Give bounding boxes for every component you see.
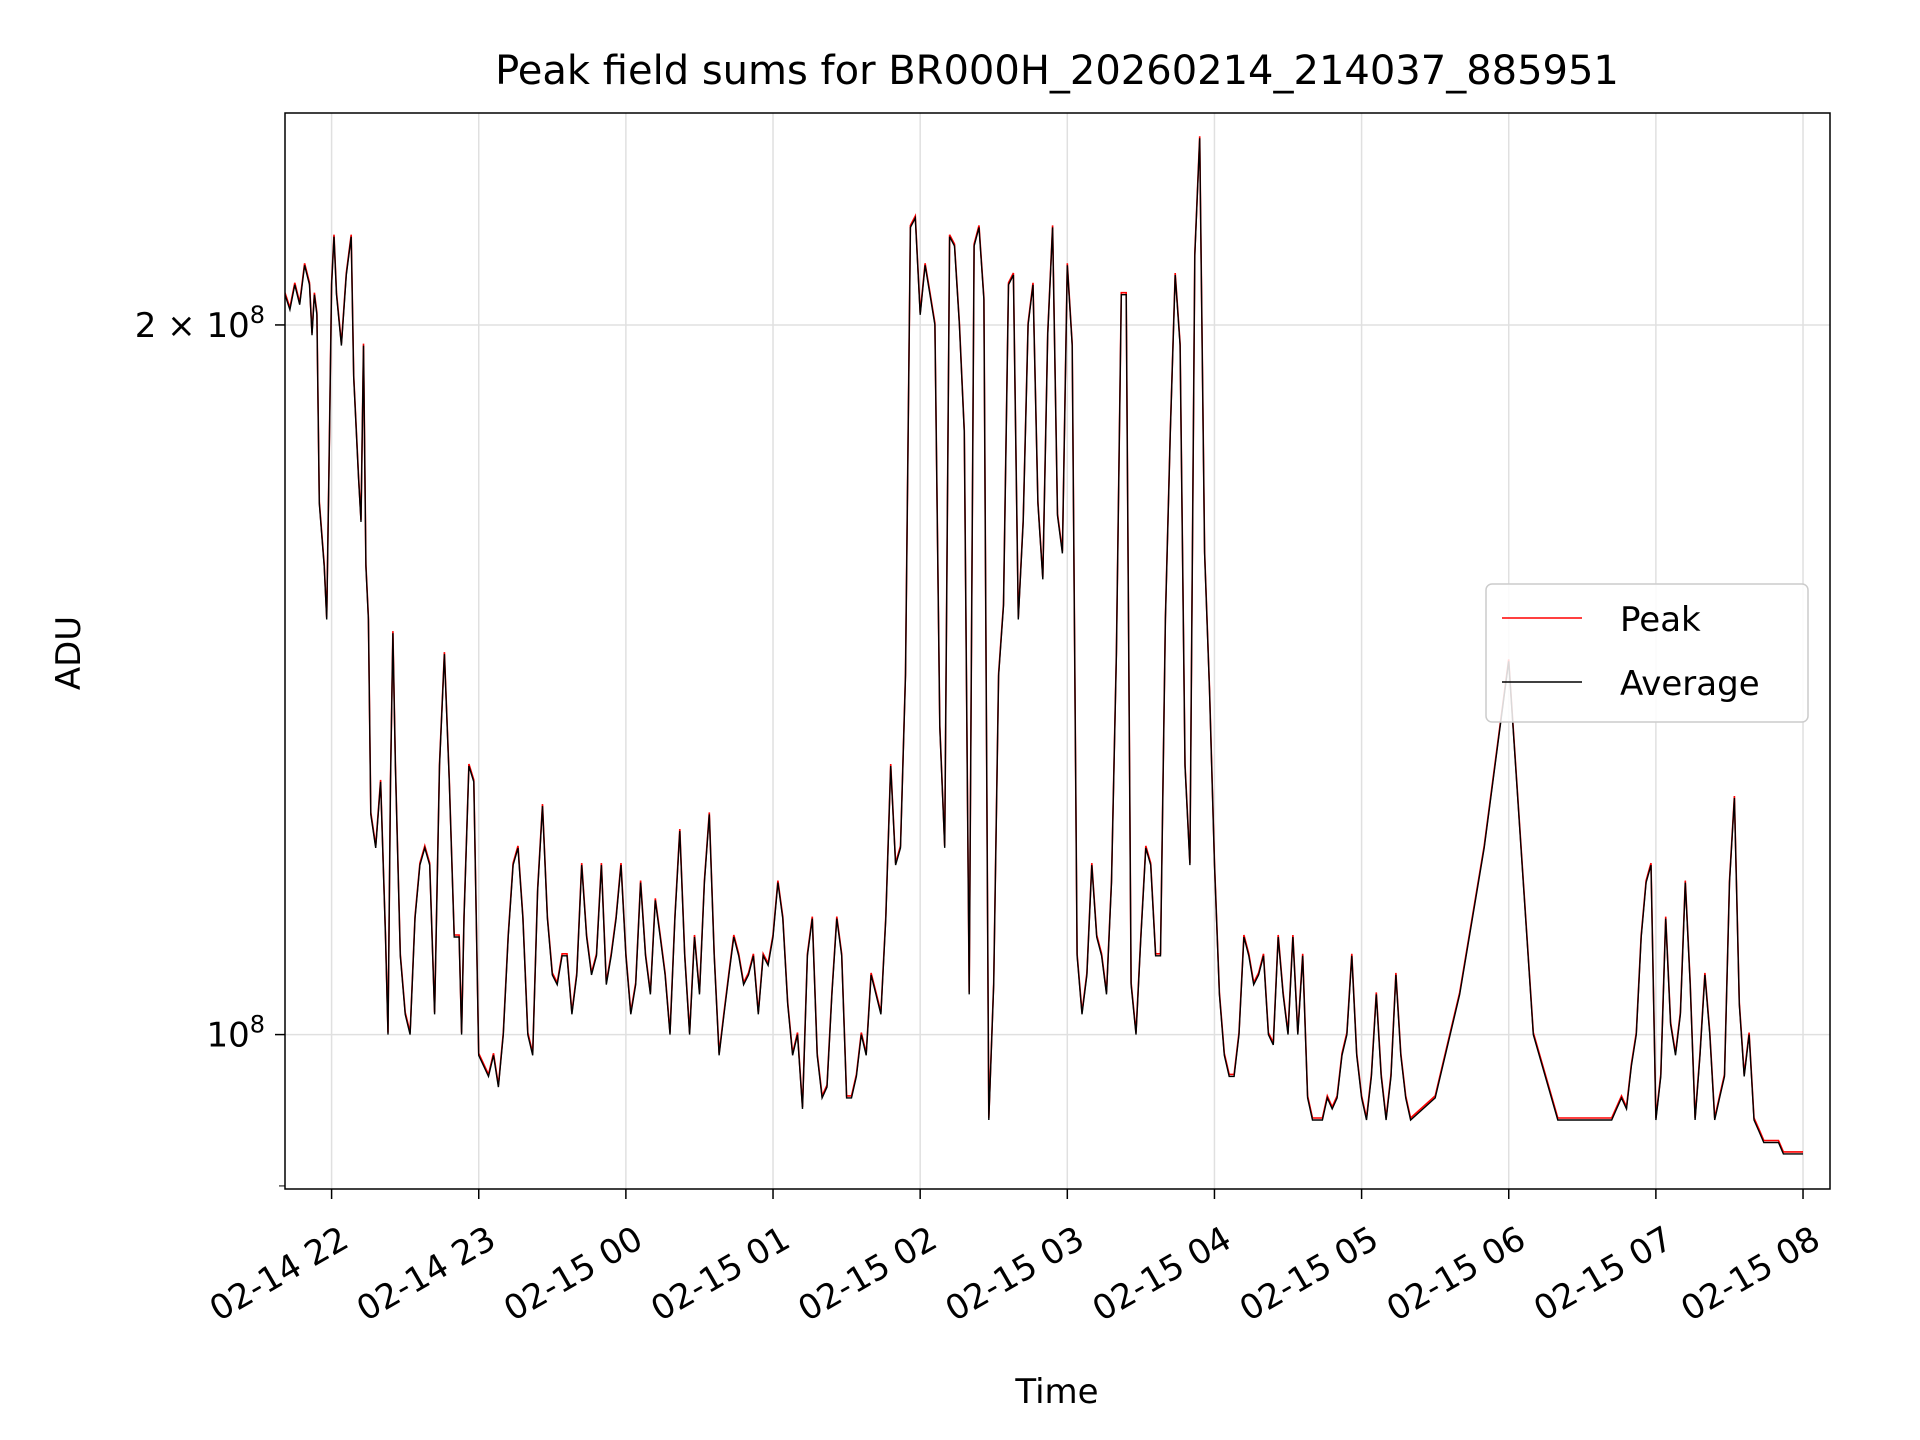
legend-label-peak: Peak [1620,600,1701,640]
y-axis-label: ADU [49,616,89,690]
series-line-average [285,138,1803,1155]
y-axis-ticks: 108 2 × 108 [135,301,285,1187]
x-axis-label: Time [1014,1372,1098,1412]
legend-label-average: Average [1620,664,1760,704]
plot-frame [284,112,1831,1190]
y-tick-label: 108 [206,1011,265,1056]
series-layer [285,136,1803,1155]
legend: Peak Average [1485,583,1809,723]
chart-title: Peak field sums for BR000H_20260214_2140… [495,48,1619,94]
y-tick-label: 2 × 108 [135,301,265,346]
